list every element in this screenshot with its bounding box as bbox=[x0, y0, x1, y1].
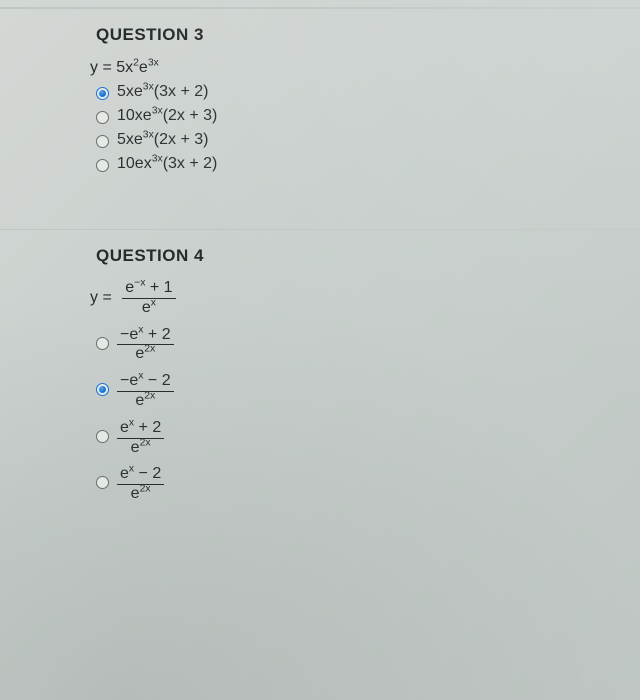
radio-icon[interactable] bbox=[96, 135, 109, 148]
question-stem: y = 5x2e3x bbox=[90, 59, 616, 77]
question-3: QUESTION 3 y = 5x2e3x 5xe3x(3x + 2) 10xe3… bbox=[0, 8, 640, 199]
option-row[interactable]: −ex − 2e2x bbox=[96, 373, 616, 410]
radio-icon[interactable] bbox=[96, 383, 109, 396]
option-label: ex − 2e2x bbox=[117, 466, 164, 503]
option-row[interactable]: 5xe3x(2x + 3) bbox=[96, 131, 616, 149]
option-row[interactable]: ex + 2e2x bbox=[96, 420, 616, 457]
radio-icon[interactable] bbox=[96, 159, 109, 172]
radio-icon[interactable] bbox=[96, 111, 109, 124]
question-title: QUESTION 4 bbox=[96, 246, 616, 266]
option-label: 5xe3x(2x + 3) bbox=[117, 131, 208, 149]
radio-icon[interactable] bbox=[96, 337, 109, 350]
option-row[interactable]: 5xe3x(3x + 2) bbox=[96, 83, 616, 101]
option-label: ex + 2e2x bbox=[117, 420, 164, 457]
option-label: 5xe3x(3x + 2) bbox=[117, 83, 208, 101]
radio-icon[interactable] bbox=[96, 87, 109, 100]
option-row[interactable]: 10ex3x(3x + 2) bbox=[96, 155, 616, 173]
question-options: −ex + 2e2x −ex − 2e2x ex + 2e2x ex − 2e2x bbox=[92, 327, 616, 503]
question-4: QUESTION 4 y = e−x + 1 ex −ex + 2e2x−ex … bbox=[0, 229, 640, 531]
option-row[interactable]: 10xe3x(2x + 3) bbox=[96, 107, 616, 125]
option-label: −ex − 2e2x bbox=[117, 373, 174, 410]
option-label: −ex + 2e2x bbox=[117, 327, 174, 364]
option-label: 10ex3x(3x + 2) bbox=[117, 155, 217, 173]
question-stem: y = e−x + 1 ex bbox=[90, 280, 616, 317]
radio-icon[interactable] bbox=[96, 430, 109, 443]
radio-icon[interactable] bbox=[96, 476, 109, 489]
option-label: 10xe3x(2x + 3) bbox=[117, 107, 217, 125]
option-row[interactable]: −ex + 2e2x bbox=[96, 327, 616, 364]
option-row[interactable]: ex − 2e2x bbox=[96, 466, 616, 503]
question-title: QUESTION 3 bbox=[96, 25, 616, 45]
question-options: 5xe3x(3x + 2) 10xe3x(2x + 3) 5xe3x(2x + 3)… bbox=[92, 83, 616, 173]
